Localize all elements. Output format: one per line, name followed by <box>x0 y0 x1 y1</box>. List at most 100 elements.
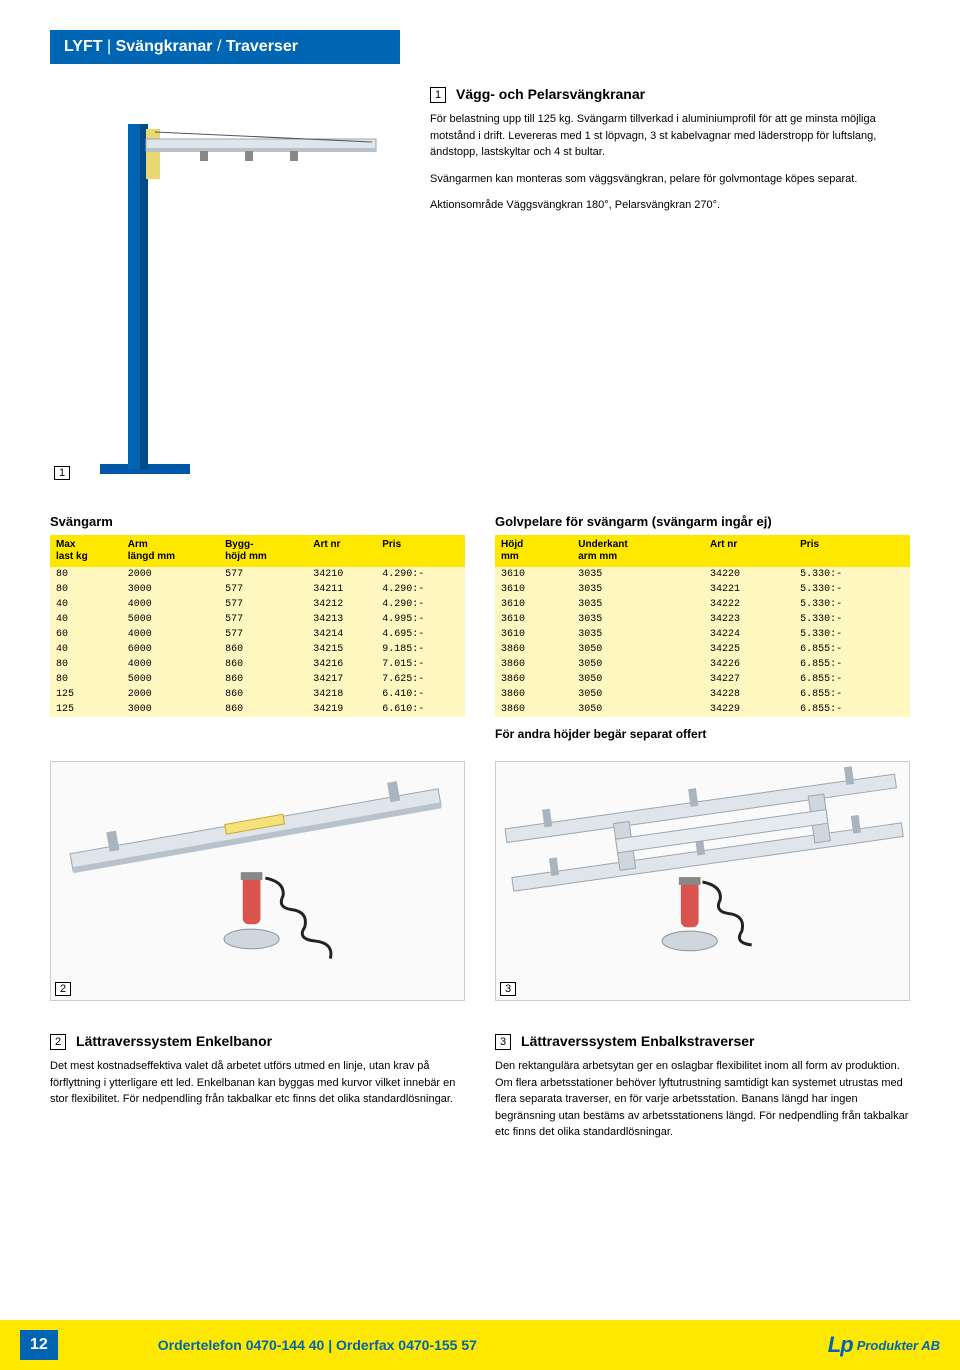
table-cell: 5.330:- <box>794 567 910 582</box>
data-table: HöjdmmUnderkantarm mmArt nrPris 36103035… <box>495 535 910 717</box>
section-1-number: 1 <box>430 87 446 103</box>
table-cell: 34225 <box>704 642 794 657</box>
table-cell: 34211 <box>307 582 376 597</box>
product-figure-3: 3 <box>495 761 910 1001</box>
section-3-heading: Lättraverssystem Enbalkstraverser <box>521 1033 754 1049</box>
section-2-heading: Lättraverssystem Enkelbanor <box>76 1033 272 1049</box>
table-golvpelare: Golvpelare för svängarm (svängarm ingår … <box>495 514 910 741</box>
column-header: Maxlast kg <box>50 535 122 567</box>
column-header: Höjdmm <box>495 535 572 567</box>
table-row: 36103035342225.330:- <box>495 597 910 612</box>
table-cell: 3860 <box>495 642 572 657</box>
table-cell: 4.290:- <box>376 582 465 597</box>
table-row: 404000577342124.290:- <box>50 597 465 612</box>
table-cell: 34229 <box>704 702 794 717</box>
table-cell: 3000 <box>122 702 219 717</box>
table-cell: 80 <box>50 582 122 597</box>
table-cell: 3610 <box>495 627 572 642</box>
bridge-crane-illustration <box>496 762 909 998</box>
table-cell: 6.855:- <box>794 702 910 717</box>
table-cell: 5000 <box>122 612 219 627</box>
table-cell: 577 <box>219 582 307 597</box>
table-cell: 5.330:- <box>794 612 910 627</box>
table-caption: Svängarm <box>50 514 465 529</box>
table-row: 36103035342245.330:- <box>495 627 910 642</box>
table-cell: 80 <box>50 672 122 687</box>
table-caption: Golvpelare för svängarm (svängarm ingår … <box>495 514 910 529</box>
table-cell: 7.625:- <box>376 672 465 687</box>
column-header: Art nr <box>704 535 794 567</box>
table-row: 802000577342104.290:- <box>50 567 465 582</box>
tables-row: Svängarm Maxlast kgArmlängd mmBygg-höjd … <box>50 514 910 741</box>
table-cell: 3000 <box>122 582 219 597</box>
column-header: Pris <box>376 535 465 567</box>
table-cell: 4000 <box>122 657 219 672</box>
table-cell: 125 <box>50 687 122 702</box>
table-row: 38603050342286.855:- <box>495 687 910 702</box>
table-row: 38603050342296.855:- <box>495 702 910 717</box>
table-cell: 6.855:- <box>794 657 910 672</box>
table-cell: 80 <box>50 657 122 672</box>
section-3-title: 3 Lättraverssystem Enbalkstraverser <box>495 1031 910 1052</box>
section-1-paragraph: Svängarmen kan monteras som väggsvängkra… <box>430 171 910 188</box>
section-2-title: 2 Lättraverssystem Enkelbanor <box>50 1031 465 1052</box>
table-row: 604000577342144.695:- <box>50 627 465 642</box>
breadcrumb-header: LYFT | Svängkranar / Traverser <box>50 30 400 64</box>
orderfax-number: 0470-155 57 <box>398 1337 477 1353</box>
breadcrumb-sub1: Svängkranar <box>116 38 213 55</box>
table-cell: 3860 <box>495 672 572 687</box>
table-cell: 6000 <box>122 642 219 657</box>
table-cell: 40 <box>50 612 122 627</box>
table-cell: 34221 <box>704 582 794 597</box>
table-cell: 3610 <box>495 612 572 627</box>
table-cell: 3860 <box>495 657 572 672</box>
top-section: 1 1 Vägg- och Pelarsvängkranar För belas… <box>50 84 910 484</box>
table-cell: 6.410:- <box>376 687 465 702</box>
table-cell: 6.855:- <box>794 687 910 702</box>
section-2-body: Det mest kostnadseffektiva valet då arbe… <box>50 1058 465 1108</box>
table-cell: 80 <box>50 567 122 582</box>
table-cell: 2000 <box>122 567 219 582</box>
table-cell: 577 <box>219 612 307 627</box>
table-cell: 34223 <box>704 612 794 627</box>
table-row: 38603050342276.855:- <box>495 672 910 687</box>
table-cell: 860 <box>219 672 307 687</box>
table-cell: 3610 <box>495 597 572 612</box>
jib-crane-illustration <box>50 84 400 484</box>
section-2-number: 2 <box>50 1034 66 1050</box>
table-cell: 9.185:- <box>376 642 465 657</box>
table-cell: 4.290:- <box>376 567 465 582</box>
table-cell: 860 <box>219 687 307 702</box>
section-1-paragraph: För belastning upp till 125 kg. Svängarm… <box>430 111 910 161</box>
table-cell: 34228 <box>704 687 794 702</box>
table-cell: 860 <box>219 702 307 717</box>
column-header: Pris <box>794 535 910 567</box>
table-cell: 4000 <box>122 597 219 612</box>
table-cell: 577 <box>219 627 307 642</box>
table-cell: 5.330:- <box>794 582 910 597</box>
table-cell: 6.855:- <box>794 672 910 687</box>
table-row: 36103035342205.330:- <box>495 567 910 582</box>
table-cell: 4.290:- <box>376 597 465 612</box>
product-figure-1: 1 <box>50 84 400 484</box>
table-cell: 577 <box>219 567 307 582</box>
table-cell: 3050 <box>572 657 704 672</box>
section-3: 3 Lättraverssystem Enbalkstraverser Den … <box>495 1031 910 1141</box>
section-1-paragraph: Aktionsområde Väggsvängkran 180°, Pelars… <box>430 197 910 214</box>
section-3-body: Den rektangulära arbetsytan ger en oslag… <box>495 1058 910 1141</box>
table-cell: 577 <box>219 597 307 612</box>
product-figure-2: 2 <box>50 761 465 1001</box>
table-cell: 860 <box>219 642 307 657</box>
table-cell: 3035 <box>572 582 704 597</box>
table-svangarm: Svängarm Maxlast kgArmlängd mmBygg-höjd … <box>50 514 465 741</box>
ordertel-label: Ordertelefon <box>158 1337 242 1353</box>
section-1-title: 1 Vägg- och Pelarsvängkranar <box>430 84 910 105</box>
table-cell: 5.330:- <box>794 597 910 612</box>
company-name: Produkter AB <box>857 1338 940 1353</box>
table-cell: 34219 <box>307 702 376 717</box>
order-info: Ordertelefon 0470-144 40 | Orderfax 0470… <box>158 1337 828 1353</box>
table-cell: 34214 <box>307 627 376 642</box>
table-cell: 3050 <box>572 702 704 717</box>
table-cell: 3050 <box>572 687 704 702</box>
table-cell: 3860 <box>495 702 572 717</box>
